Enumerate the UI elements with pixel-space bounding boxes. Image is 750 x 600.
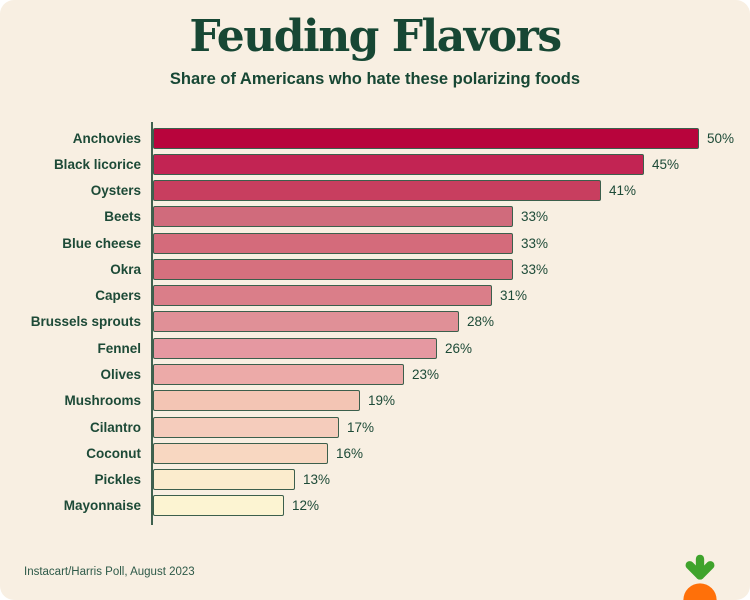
- category-label: Mayonnaise: [63, 498, 141, 514]
- value-label: 23%: [412, 367, 440, 383]
- bar: [153, 495, 284, 517]
- value-label: 16%: [336, 445, 364, 461]
- category-label: Fennel: [97, 340, 141, 356]
- category-label: Blue cheese: [62, 235, 141, 251]
- bar-row: Anchovies 50%: [0, 125, 750, 151]
- category-label: Beets: [104, 209, 141, 225]
- bar: [153, 416, 339, 438]
- bar-row: Beets 33%: [0, 204, 750, 230]
- bar: [153, 469, 295, 491]
- carrot-body-icon: [683, 583, 717, 600]
- value-label: 17%: [347, 419, 375, 435]
- bar: [153, 285, 492, 307]
- bar-row: Mayonnaise 12%: [0, 493, 750, 519]
- category-label: Okra: [110, 261, 141, 277]
- carrot-leaf-icon: [685, 554, 715, 580]
- bar-row: Black licorice 45%: [0, 151, 750, 177]
- category-label: Olives: [100, 367, 141, 383]
- bar: [153, 206, 513, 228]
- bar: [153, 364, 404, 386]
- value-label: 33%: [521, 235, 549, 251]
- category-label: Pickles: [94, 472, 141, 488]
- category-label: Oysters: [90, 183, 141, 199]
- value-label: 33%: [521, 261, 549, 277]
- bar-row: Capers 31%: [0, 283, 750, 309]
- value-label: 12%: [292, 498, 320, 514]
- category-label: Cilantro: [89, 419, 141, 435]
- bar: [153, 127, 699, 149]
- value-label: 19%: [368, 393, 396, 409]
- bar: [153, 232, 513, 254]
- value-label: 50%: [707, 130, 735, 146]
- bar-row: Coconut 16%: [0, 440, 750, 466]
- bar-row: Oysters 41%: [0, 178, 750, 204]
- bar-row: Cilantro 17%: [0, 414, 750, 440]
- value-label: 13%: [303, 472, 331, 488]
- bar: [153, 153, 644, 175]
- category-label: Capers: [95, 288, 141, 304]
- bar: [153, 311, 459, 333]
- page-subtitle: Share of Americans who hate these polari…: [169, 69, 581, 88]
- bar-row: Olives 23%: [0, 361, 750, 387]
- bar-row: Pickles 13%: [0, 466, 750, 492]
- value-label: 31%: [500, 288, 528, 304]
- bar-row: Okra 33%: [0, 256, 750, 282]
- y-axis-line: [151, 122, 153, 525]
- category-label: Coconut: [86, 445, 141, 461]
- value-label: 41%: [609, 183, 637, 199]
- bar-chart: Anchovies 50% Black licorice 45% Oysters…: [0, 122, 750, 525]
- bar-row: Blue cheese 33%: [0, 230, 750, 256]
- bar: [153, 180, 601, 202]
- category-label: Mushrooms: [64, 393, 141, 409]
- value-label: 26%: [445, 340, 473, 356]
- value-label: 45%: [652, 156, 680, 172]
- category-label: Brussels sprouts: [30, 314, 141, 330]
- instacart-carrot-logo: [683, 554, 717, 600]
- value-label: 33%: [521, 209, 549, 225]
- source-attribution: Instacart/Harris Poll, August 2023: [24, 566, 195, 578]
- bar: [153, 442, 328, 464]
- value-label: 28%: [467, 314, 495, 330]
- bar: [153, 390, 360, 412]
- category-label: Black licorice: [53, 156, 141, 172]
- bar-row: Fennel 26%: [0, 335, 750, 361]
- bar-row: Brussels sprouts 28%: [0, 309, 750, 335]
- bar-row: Mushrooms 19%: [0, 388, 750, 414]
- page-title: Feuding Flavors: [189, 11, 562, 62]
- category-label: Anchovies: [72, 130, 141, 146]
- bar: [153, 258, 513, 280]
- bar-rows: Anchovies 50% Black licorice 45% Oysters…: [0, 125, 750, 519]
- bar: [153, 337, 437, 359]
